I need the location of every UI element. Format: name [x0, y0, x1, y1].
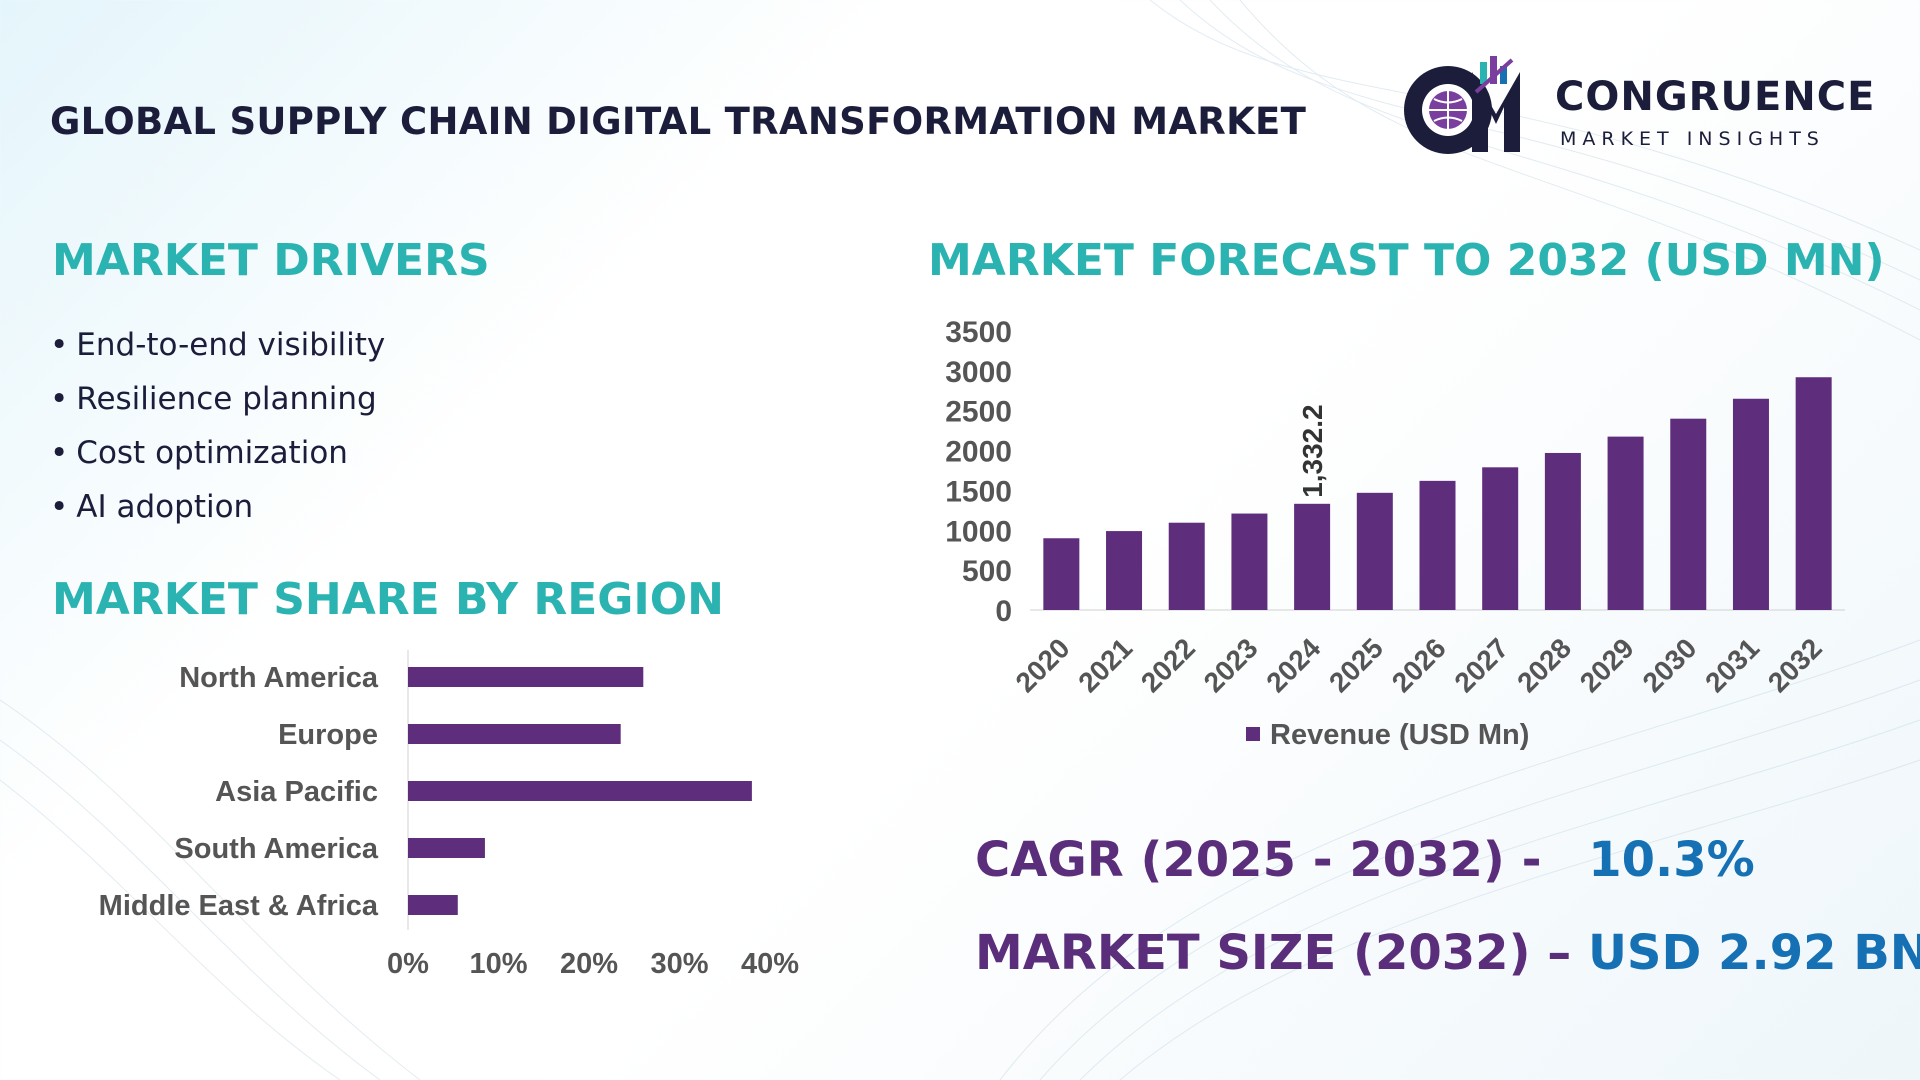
- region-category-label: North America: [179, 662, 379, 694]
- market-size-value: USD 2.92 BN: [1587, 925, 1920, 981]
- driver-item-label: End-to-end visibility: [76, 327, 386, 363]
- forecast-bar: [1106, 531, 1143, 610]
- company-logo: CONGRUENCE MARKET INSIGHTS: [1400, 52, 1880, 162]
- forecast-bar: [1732, 398, 1769, 610]
- region-bar: [408, 724, 621, 744]
- region-tick-label: 30%: [650, 948, 708, 980]
- region-title: MARKET SHARE BY REGION: [52, 574, 724, 625]
- forecast-x-tick-label: 2023: [1198, 632, 1264, 698]
- forecast-x-tick-label: 2025: [1323, 632, 1389, 698]
- region-bar: [408, 667, 644, 687]
- forecast-y-tick-label: 1500: [945, 475, 1012, 508]
- drivers-title: MARKET DRIVERS: [52, 235, 490, 286]
- driver-item-label: Cost optimization: [76, 435, 348, 471]
- region-bar: [408, 838, 485, 858]
- region-category-label: Asia Pacific: [215, 776, 378, 808]
- forecast-x-tick-label: 2030: [1637, 632, 1703, 698]
- forecast-bar: [1356, 492, 1393, 610]
- page-title: GLOBAL SUPPLY CHAIN DIGITAL TRANSFORMATI…: [50, 100, 1307, 143]
- forecast-x-tick-label: 2028: [1511, 632, 1577, 698]
- forecast-bar: [1670, 418, 1707, 610]
- forecast-x-tick-label: 2020: [1010, 632, 1076, 698]
- forecast-bar: [1482, 467, 1519, 610]
- region-bar: [408, 895, 458, 915]
- forecast-y-tick-label: 500: [962, 555, 1012, 588]
- drivers-list: • End-to-end visibility • Resilience plann…: [50, 322, 385, 538]
- cagr-label: CAGR (2025 - 2032) -: [975, 832, 1542, 888]
- forecast-bar: [1607, 436, 1644, 610]
- region-tick-label: 0%: [387, 948, 429, 980]
- forecast-x-tick-label: 2024: [1260, 632, 1326, 698]
- forecast-x-tick-label: 2029: [1574, 632, 1640, 698]
- forecast-x-tick-label: 2026: [1386, 632, 1452, 698]
- forecast-y-tick-label: 3000: [945, 356, 1012, 389]
- forecast-bar: [1294, 503, 1331, 610]
- forecast-y-tick-label: 3500: [945, 316, 1012, 349]
- region-tick-label: 40%: [741, 948, 799, 980]
- region-share-chart: North America Europe Asia Pacific South Ame…: [99, 650, 799, 980]
- forecast-title: MARKET FORECAST TO 2032 (USD MN): [928, 235, 1885, 286]
- forecast-data-label: 1,332.2: [1297, 404, 1328, 497]
- cagr-value: 10.3%: [1588, 832, 1755, 888]
- driver-item-label: AI adoption: [76, 489, 254, 525]
- forecast-chart: 3500 3000 2500 2000 1500 1000 500 0 202020212022…: [945, 316, 1845, 751]
- driver-item-label: Resilience planning: [76, 381, 377, 417]
- forecast-bar: [1043, 538, 1080, 610]
- logo-tagline: MARKET INSIGHTS: [1560, 128, 1825, 150]
- cagr-kpi: CAGR (2025 - 2032) - 10.3%: [975, 832, 1755, 888]
- driver-item: • Cost optimization: [50, 435, 348, 471]
- region-category-label: Europe: [278, 719, 378, 751]
- forecast-legend-swatch: [1246, 727, 1260, 741]
- forecast-x-tick-label: 2021: [1072, 632, 1138, 698]
- driver-item: • Resilience planning: [50, 381, 377, 417]
- region-tick-label: 20%: [560, 948, 618, 980]
- forecast-bar: [1795, 377, 1832, 610]
- region-category-label: South America: [174, 833, 378, 865]
- logo-mark-icon: [1404, 56, 1520, 154]
- forecast-bar: [1231, 513, 1268, 610]
- forecast-y-tick-label: 2500: [945, 396, 1012, 429]
- driver-item: • AI adoption: [50, 489, 254, 525]
- forecast-legend-label: Revenue (USD Mn): [1270, 719, 1529, 751]
- forecast-x-tick-label: 2031: [1699, 632, 1765, 698]
- region-category-label: Middle East & Africa: [99, 890, 379, 922]
- forecast-x-tick-label: 2027: [1448, 632, 1514, 698]
- forecast-y-tick-label: 0: [995, 595, 1012, 628]
- forecast-bar: [1544, 452, 1581, 610]
- forecast-x-tick-label: 2032: [1762, 632, 1828, 698]
- forecast-y-tick-label: 1000: [945, 515, 1012, 548]
- forecast-x-tick-label: 2022: [1135, 632, 1201, 698]
- driver-item: • End-to-end visibility: [50, 327, 386, 363]
- forecast-bar: [1168, 522, 1205, 610]
- forecast-bar: [1419, 480, 1456, 610]
- logo-name: CONGRUENCE: [1555, 74, 1876, 120]
- market-size-kpi: MARKET SIZE (2032) – USD 2.92 BN: [975, 925, 1920, 981]
- forecast-y-tick-label: 2000: [945, 436, 1012, 469]
- region-tick-label: 10%: [469, 948, 527, 980]
- region-bar: [408, 781, 752, 801]
- market-size-label: MARKET SIZE (2032) –: [975, 925, 1572, 981]
